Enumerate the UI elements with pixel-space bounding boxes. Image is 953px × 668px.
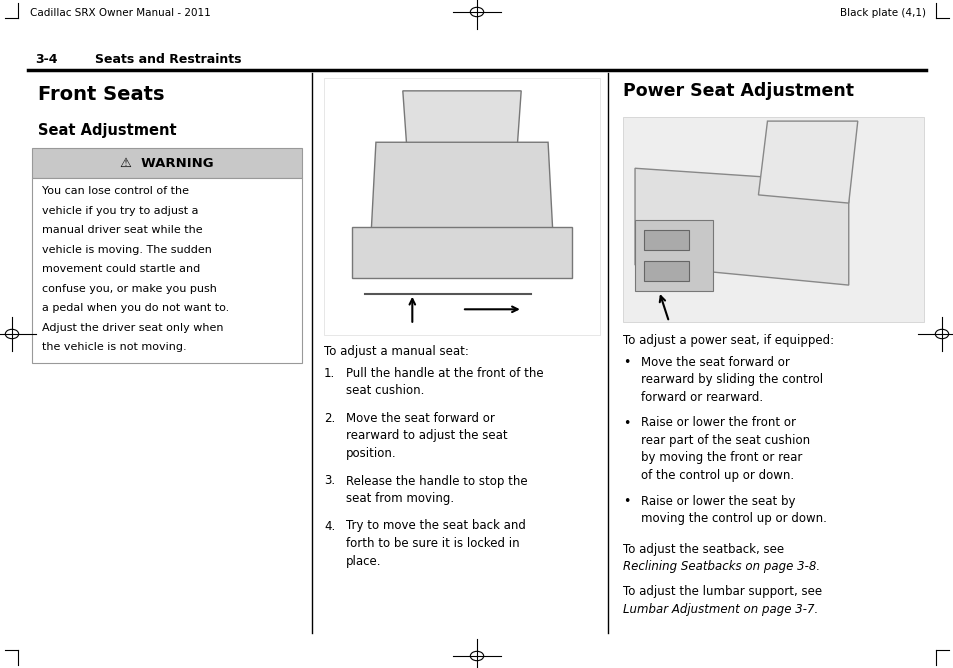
Text: To adjust a power seat, if equipped:: To adjust a power seat, if equipped: — [622, 334, 833, 347]
Text: vehicle if you try to adjust a: vehicle if you try to adjust a — [42, 206, 198, 216]
FancyBboxPatch shape — [324, 78, 599, 335]
Text: forth to be sure it is locked in: forth to be sure it is locked in — [346, 537, 519, 550]
Text: Power Seat Adjustment: Power Seat Adjustment — [622, 82, 853, 100]
Text: forward or rearward.: forward or rearward. — [640, 391, 762, 404]
Polygon shape — [635, 168, 848, 285]
Polygon shape — [635, 220, 713, 291]
Text: Pull the handle at the front of the: Pull the handle at the front of the — [346, 367, 543, 380]
Text: Lumbar Adjustment on page 3-7.: Lumbar Adjustment on page 3-7. — [622, 603, 818, 616]
Text: rearward to adjust the seat: rearward to adjust the seat — [346, 430, 507, 442]
Text: Reclining Seatbacks on page 3-8.: Reclining Seatbacks on page 3-8. — [622, 560, 820, 573]
Text: position.: position. — [346, 447, 396, 460]
Text: Seat Adjustment: Seat Adjustment — [38, 123, 176, 138]
Text: Front Seats: Front Seats — [38, 85, 164, 104]
Text: 3-4: 3-4 — [35, 53, 57, 66]
Text: a pedal when you do not want to.: a pedal when you do not want to. — [42, 303, 229, 313]
Text: To adjust the lumbar support, see: To adjust the lumbar support, see — [622, 585, 821, 599]
FancyBboxPatch shape — [32, 178, 302, 363]
Text: •: • — [622, 417, 630, 430]
Text: rear part of the seat cushion: rear part of the seat cushion — [640, 434, 809, 447]
Text: Seats and Restraints: Seats and Restraints — [95, 53, 241, 66]
Text: Cadillac SRX Owner Manual - 2011: Cadillac SRX Owner Manual - 2011 — [30, 8, 211, 18]
Text: confuse you, or make you push: confuse you, or make you push — [42, 283, 216, 293]
Text: Raise or lower the front or: Raise or lower the front or — [640, 417, 795, 430]
Polygon shape — [371, 142, 553, 237]
Text: Try to move the seat back and: Try to move the seat back and — [346, 520, 525, 532]
Text: moving the control up or down.: moving the control up or down. — [640, 512, 826, 525]
Text: To adjust a manual seat:: To adjust a manual seat: — [324, 345, 468, 358]
Polygon shape — [643, 261, 688, 281]
Text: manual driver seat while the: manual driver seat while the — [42, 225, 202, 235]
Text: ⚠  WARNING: ⚠ WARNING — [120, 156, 213, 170]
Polygon shape — [352, 227, 572, 279]
Text: the vehicle is not moving.: the vehicle is not moving. — [42, 342, 187, 352]
Text: Release the handle to stop the: Release the handle to stop the — [346, 474, 527, 488]
Text: movement could startle and: movement could startle and — [42, 264, 200, 274]
Text: rearward by sliding the control: rearward by sliding the control — [640, 373, 822, 387]
Text: •: • — [622, 494, 630, 508]
Text: place.: place. — [346, 554, 381, 568]
Text: Move the seat forward or: Move the seat forward or — [346, 412, 495, 425]
Text: by moving the front or rear: by moving the front or rear — [640, 452, 801, 464]
Text: To adjust the seatback, see: To adjust the seatback, see — [622, 542, 783, 556]
FancyBboxPatch shape — [622, 117, 923, 322]
Text: vehicle is moving. The sudden: vehicle is moving. The sudden — [42, 244, 212, 255]
Text: You can lose control of the: You can lose control of the — [42, 186, 189, 196]
Text: Raise or lower the seat by: Raise or lower the seat by — [640, 494, 795, 508]
Text: of the control up or down.: of the control up or down. — [640, 469, 793, 482]
Polygon shape — [643, 230, 688, 250]
Text: 1.: 1. — [324, 367, 335, 380]
Polygon shape — [402, 91, 520, 148]
Text: 4.: 4. — [324, 520, 335, 532]
Text: seat from moving.: seat from moving. — [346, 492, 454, 505]
Polygon shape — [758, 121, 857, 203]
Text: Black plate (4,1): Black plate (4,1) — [840, 8, 925, 18]
Text: •: • — [622, 356, 630, 369]
FancyBboxPatch shape — [32, 148, 302, 178]
Text: seat cushion.: seat cushion. — [346, 385, 424, 397]
Text: 3.: 3. — [324, 474, 335, 488]
Text: Move the seat forward or: Move the seat forward or — [640, 356, 789, 369]
Text: 2.: 2. — [324, 412, 335, 425]
Text: Adjust the driver seat only when: Adjust the driver seat only when — [42, 323, 223, 333]
